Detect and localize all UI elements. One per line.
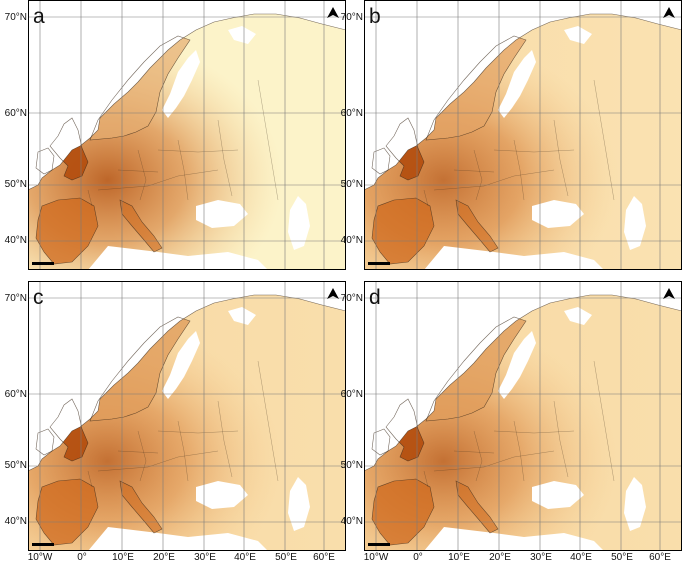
lat-label-70n-a: 70°N: [4, 12, 27, 23]
lon-label-0-d: 0°: [413, 552, 423, 563]
lon-label-10w-d: 10°W: [363, 552, 389, 563]
panel-letter-d: d: [369, 286, 381, 309]
water-body-2: [288, 477, 310, 531]
lat-label-60n-b: 60°N: [340, 108, 363, 119]
scandinavia: [90, 317, 190, 421]
water-body-2: [288, 196, 310, 250]
lon-label-10e-c: 10°E: [112, 552, 134, 563]
map-panel-a: [28, 0, 346, 270]
water-body-3: [88, 246, 268, 270]
lat-label-40n-b: 40°N: [340, 235, 363, 246]
scandinavia: [90, 36, 190, 140]
panel-letter-a: a: [33, 5, 45, 28]
panel-letter-b: b: [369, 5, 381, 28]
lat-label-60n-c: 60°N: [4, 389, 27, 400]
iberia: [36, 198, 98, 264]
north-arrow-icon: [327, 288, 339, 299]
water-body-5: [564, 307, 592, 325]
panel-frame: [28, 0, 346, 270]
lat-label-50n-b: 50°N: [340, 179, 363, 190]
italy: [456, 481, 498, 533]
north-arrow-icon: [327, 7, 339, 18]
panel-frame: [28, 281, 346, 551]
lon-label-10e-d: 10°E: [448, 552, 470, 563]
italy: [456, 200, 498, 252]
lat-label-70n-b: 70°N: [340, 12, 363, 23]
scale-bar-icon: [368, 262, 390, 265]
water-body-1: [532, 200, 584, 228]
water-body-2: [624, 477, 646, 531]
water-body-0: [498, 331, 536, 399]
lon-label-30e-d: 30°E: [530, 552, 552, 563]
north-arrow-icon: [663, 7, 675, 18]
lon-label-60e-c: 60°E: [313, 552, 335, 563]
graticule: [364, 281, 682, 551]
lon-label-40e-d: 40°E: [570, 552, 592, 563]
scale-bar-icon: [32, 262, 54, 265]
lon-label-50e-c: 50°E: [275, 552, 297, 563]
graticule: [28, 281, 346, 551]
lon-label-0-c: 0°: [77, 552, 87, 563]
scale-bar-icon: [368, 543, 390, 546]
iberia: [36, 479, 98, 545]
lat-label-60n-a: 60°N: [4, 108, 27, 119]
water-body-3: [424, 527, 604, 551]
lat-label-40n-c: 40°N: [4, 516, 27, 527]
map-panel-b: [364, 0, 682, 270]
water-body-5: [228, 307, 256, 325]
water-body-1: [532, 481, 584, 509]
water-body-5: [228, 26, 256, 44]
lon-label-50e-d: 50°E: [611, 552, 633, 563]
iberia: [372, 479, 434, 545]
panel-frame: [364, 0, 682, 270]
water-body-1: [196, 481, 248, 509]
lon-label-10w-c: 10°W: [27, 552, 53, 563]
water-body-4: [28, 0, 346, 190]
water-body-2: [624, 196, 646, 250]
scandinavia: [426, 36, 526, 140]
graticule: [28, 0, 346, 270]
lat-label-50n-c: 50°N: [4, 460, 27, 471]
water-body-0: [162, 50, 200, 118]
map-panel-c: [28, 281, 346, 551]
lat-label-70n-d: 70°N: [340, 293, 363, 304]
lat-label-50n-d: 50°N: [340, 460, 363, 471]
lon-label-30e-c: 30°E: [194, 552, 216, 563]
water-body-4: [28, 281, 346, 471]
lat-label-40n-a: 40°N: [4, 235, 27, 246]
graticule: [364, 0, 682, 270]
lon-label-20e-c: 20°E: [153, 552, 175, 563]
panel-frame: [364, 281, 682, 551]
water-body-0: [162, 331, 200, 399]
iberia: [372, 198, 434, 264]
water-body-4: [364, 281, 682, 471]
scale-bar-icon: [32, 543, 54, 546]
water-body-1: [196, 200, 248, 228]
map-panel-d: [364, 281, 682, 551]
lat-label-40n-d: 40°N: [340, 516, 363, 527]
lat-label-60n-d: 60°N: [340, 389, 363, 400]
lon-label-20e-d: 20°E: [489, 552, 511, 563]
scandinavia: [426, 317, 526, 421]
panel-letter-c: c: [33, 286, 44, 309]
lon-label-40e-c: 40°E: [234, 552, 256, 563]
italy: [120, 200, 162, 252]
lat-label-50n-a: 50°N: [4, 179, 27, 190]
lat-label-70n-c: 70°N: [4, 293, 27, 304]
lon-label-60e-d: 60°E: [649, 552, 671, 563]
water-body-3: [88, 527, 268, 551]
north-arrow-icon: [663, 288, 675, 299]
water-body-5: [564, 26, 592, 44]
water-body-3: [424, 246, 604, 270]
water-body-0: [498, 50, 536, 118]
italy: [120, 481, 162, 533]
water-body-4: [364, 0, 682, 190]
